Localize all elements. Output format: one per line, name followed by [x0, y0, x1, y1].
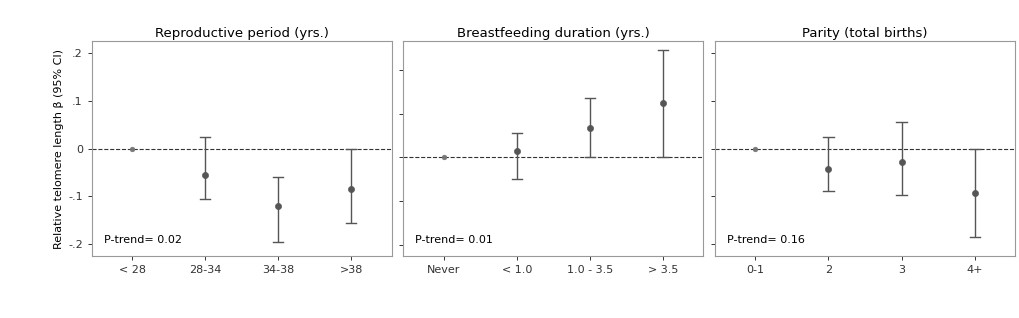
Text: P-trend= 0.16: P-trend= 0.16: [727, 235, 804, 245]
Text: P-trend= 0.01: P-trend= 0.01: [415, 235, 493, 245]
Text: P-trend= 0.02: P-trend= 0.02: [104, 235, 181, 245]
Y-axis label: Relative telomere length β (95% CI): Relative telomere length β (95% CI): [54, 49, 64, 249]
Title: Breastfeeding duration (yrs.): Breastfeeding duration (yrs.): [457, 27, 649, 40]
Title: Reproductive period (yrs.): Reproductive period (yrs.): [155, 27, 328, 40]
Title: Parity (total births): Parity (total births): [802, 27, 927, 40]
